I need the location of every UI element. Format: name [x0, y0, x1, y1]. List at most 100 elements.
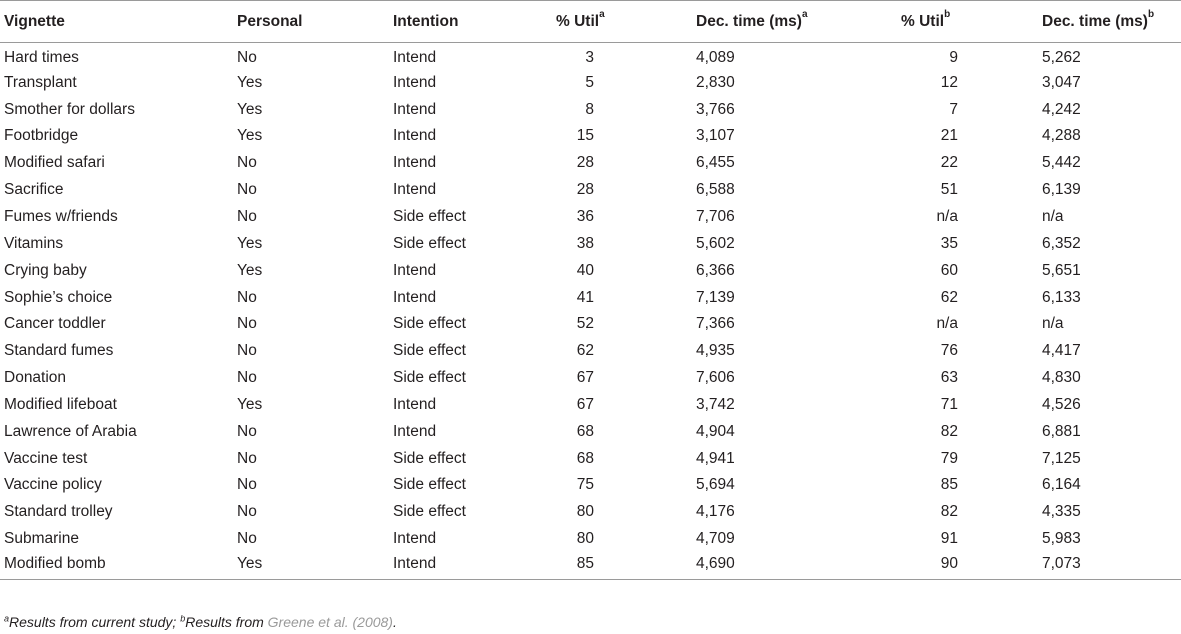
vignette-cell: Footbridge [4, 127, 79, 145]
util-current-cell: 40 [576, 261, 594, 279]
citation-link[interactable]: Greene et al. (2008) [267, 614, 393, 630]
util-greene-cell: 90 [901, 552, 1042, 580]
column-header-label: % Util [556, 12, 600, 30]
intention-cell: Intend [393, 530, 437, 548]
table-row: Modified safari No Intend 28 6,455 22 5,442 [0, 150, 1181, 177]
vignette-cell: Standard trolley [4, 503, 113, 521]
table-body: Hard times No Intend 3 4,089 9 5,262 Transplant… [0, 43, 1181, 580]
util-greene-cell: 82 [940, 422, 958, 440]
dec-time-greene-cell: 4,242 [1042, 100, 1081, 118]
personal-cell: No [237, 154, 257, 172]
dec-time-greene-cell: 5,983 [1042, 530, 1081, 548]
util-greene-cell: 76 [940, 342, 958, 360]
table-row: Standard trolley No Side effect 80 4,176 82 4,… [0, 499, 1181, 526]
util-current-cell: 52 [576, 315, 594, 333]
column-header-footnote-marker: b [1147, 9, 1155, 21]
column-header-util-greene: % Utilb [901, 0, 1042, 43]
vignette-cell: Fumes w/friends [4, 207, 118, 225]
footnote-end: . [392, 614, 397, 630]
vignette-cell: Lawrence of Arabia [4, 422, 137, 440]
vignette-cell: Vaccine policy [4, 476, 102, 494]
intention-cell: Intend [393, 154, 437, 172]
table-footnote: aResults from current study; bResults fr… [4, 614, 397, 630]
vignette-cell: Standard fumes [4, 342, 114, 360]
dec-time-current-cell: 7,139 [696, 288, 735, 306]
column-header-intention: Intention [389, 0, 556, 43]
intention-cell: Intend [393, 288, 437, 306]
intention-cell: Intend [393, 422, 437, 440]
dec-time-greene-cell: 5,651 [1042, 261, 1081, 279]
column-header-dec-time-current: Dec. time (ms)a [696, 0, 901, 43]
util-greene-cell: 82 [940, 503, 958, 521]
util-current-cell: 41 [576, 288, 594, 306]
intention-cell: Intend [393, 395, 437, 413]
dec-time-current-cell: 4,176 [696, 503, 735, 521]
column-header-vignette: Vignette [0, 0, 233, 43]
dec-time-greene-cell: 5,442 [1042, 154, 1081, 172]
dec-time-greene-cell: n/a [1042, 315, 1064, 333]
personal-cell: No [237, 315, 257, 333]
intention-cell: Intend [393, 49, 437, 67]
dec-time-current-cell: 6,588 [696, 181, 735, 199]
personal-cell: No [237, 449, 257, 467]
personal-cell: Yes [237, 395, 263, 413]
column-header-personal: Personal [233, 0, 389, 43]
personal-cell: No [237, 503, 257, 521]
intention-cell: Side effect [393, 476, 466, 494]
table-row: Footbridge Yes Intend 15 3,107 21 4,288 [0, 123, 1181, 150]
table-row: Crying baby Yes Intend 40 6,366 60 5,651 [0, 257, 1181, 284]
util-current-cell: 38 [576, 234, 594, 252]
dec-time-current-cell: 6,455 [696, 154, 735, 172]
util-greene-cell: 79 [940, 449, 958, 467]
personal-cell: Yes [237, 100, 263, 118]
dec-time-greene-cell: 5,262 [1042, 49, 1081, 67]
intention-cell: Intend [393, 73, 437, 91]
intention-cell: Side effect [393, 342, 466, 360]
table-row: Smother for dollars Yes Intend 8 3,766 7 4,242 [0, 96, 1181, 123]
footnote-text-a: Results from current study; [9, 614, 181, 630]
util-current-cell: 68 [576, 422, 594, 440]
util-current-cell: 28 [576, 154, 594, 172]
intention-cell: Side effect [393, 207, 466, 225]
column-header-label: Intention [393, 12, 459, 30]
vignette-cell: Donation [4, 369, 67, 387]
dec-time-current-cell: 7,366 [696, 315, 735, 333]
dec-time-greene-cell: 6,164 [1042, 476, 1081, 494]
table-row: Vaccine policy No Side effect 75 5,694 85 6,16… [0, 472, 1181, 499]
table-row: Fumes w/friends No Side effect 36 7,706 n/a n/… [0, 204, 1181, 231]
intention-cell: Side effect [393, 315, 466, 333]
util-greene-cell: 21 [940, 127, 958, 145]
table-row: Vitamins Yes Side effect 38 5,602 35 6,352 [0, 230, 1181, 257]
dec-time-current-cell: 5,602 [696, 234, 735, 252]
util-greene-cell: 9 [949, 49, 958, 67]
util-greene-cell: 63 [940, 369, 958, 387]
vignette-cell: Vitamins [4, 234, 64, 252]
util-greene-cell: 62 [940, 288, 958, 306]
table-row: Hard times No Intend 3 4,089 9 5,262 [0, 43, 1181, 70]
column-header-label: Vignette [4, 12, 65, 30]
vignette-cell: Cancer toddler [4, 315, 106, 333]
util-current-cell: 15 [576, 127, 594, 145]
intention-cell: Intend [393, 127, 437, 145]
dec-time-current-cell: 4,709 [696, 530, 735, 548]
util-current-cell: 85 [556, 552, 696, 580]
vignette-cell: Vaccine test [4, 449, 88, 467]
vignette-cell: Modified safari [4, 154, 105, 172]
intention-cell: Side effect [393, 503, 466, 521]
util-current-cell: 5 [585, 73, 594, 91]
table-container: Vignette Personal Intention% Utila Dec. tim… [0, 0, 1181, 580]
intention-cell: Intend [389, 552, 556, 580]
column-header-footnote-marker: a [801, 9, 808, 21]
personal-cell: No [237, 49, 257, 67]
table-row: Standard fumes No Side effect 62 4,935 76 4,41… [0, 338, 1181, 365]
util-current-cell: 67 [576, 395, 594, 413]
column-header-util-current: % Utila [556, 0, 696, 43]
util-greene-cell: 51 [940, 181, 958, 199]
vignette-cell: Sophie’s choice [4, 288, 113, 306]
column-header-dec-time-greene: Dec. time (ms)b [1042, 0, 1181, 43]
table-row: Transplant Yes Intend 5 2,830 12 3,047 [0, 69, 1181, 96]
table-row: Modified lifeboat Yes Intend 67 3,742 71 4,526 [0, 391, 1181, 418]
table-row: Modified bomb Yes Intend 85 4,690 90 7,073 [0, 552, 1181, 580]
util-current-cell: 28 [576, 181, 594, 199]
personal-cell: Yes [237, 261, 263, 279]
